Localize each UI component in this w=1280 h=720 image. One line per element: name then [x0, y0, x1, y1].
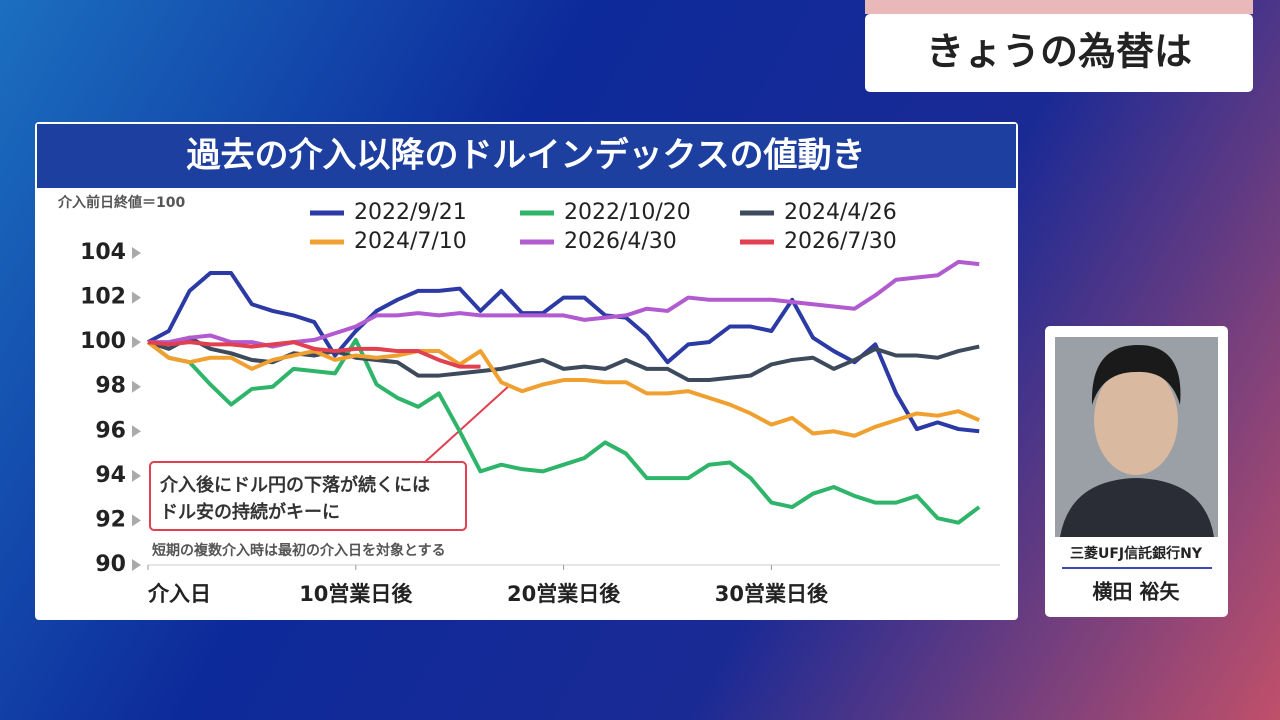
note: 短期の複数介入時は最初の介入日を対象とする: [152, 542, 446, 559]
y-tick-mark: [132, 291, 141, 304]
header-title: きょうの為替は: [926, 30, 1192, 74]
speaker-affiliation: 三菱UFJ信託銀行NY: [1070, 545, 1203, 562]
y-tick-mark: [132, 336, 141, 349]
y-tick-label: 104: [80, 240, 126, 265]
annotation-box: [149, 461, 467, 531]
y-tick-label: 102: [80, 285, 126, 310]
legend-label: 2022/9/21: [354, 200, 467, 225]
x-tick-label: 介入日: [147, 582, 211, 606]
y-tick-label: 90: [95, 552, 126, 577]
y-tick-label: 94: [95, 463, 126, 488]
legend-label: 2026/4/30: [564, 229, 677, 254]
y-tick-mark: [132, 247, 141, 259]
y-tick-mark: [132, 380, 141, 393]
chart-title: 過去の介入以降のドルインデックスの値動き: [187, 136, 866, 176]
y-tick-mark: [132, 559, 141, 571]
x-tick-label: 30営業日後: [715, 582, 829, 606]
y-tick-label: 98: [95, 374, 126, 399]
legend-label: 2024/4/26: [784, 200, 897, 225]
series-line: [147, 271, 980, 434]
series-line: [146, 337, 981, 525]
legend-label: 2026/7/30: [784, 229, 897, 254]
header-bar: [865, 0, 1253, 14]
speaker-face: [1094, 365, 1178, 475]
series-line: [146, 340, 981, 438]
x-tick-label: 10営業日後: [299, 582, 413, 606]
plot: 90 92 94 96 98 100 102 104 介入日 10営業日後 20営業日後 30営業日後…: [80, 200, 1000, 606]
header-box: [865, 14, 1253, 92]
speaker-name: 横田 裕矢: [1093, 580, 1181, 604]
speaker-hair: [1091, 345, 1181, 405]
annotation-pointer: [424, 384, 511, 463]
annotation-line: 介入後にドル円の下落が続くには: [159, 474, 430, 496]
annotation-line: ドル安の持続がキーに: [160, 501, 340, 523]
x-tick-label: 20営業日後: [507, 582, 621, 606]
series-line: [147, 340, 481, 369]
legend-label: 2022/10/20: [564, 200, 691, 225]
title-bar: [37, 124, 1016, 188]
legend-label: 2024/7/10: [354, 229, 467, 254]
y-label: 介入前日終値＝100: [57, 194, 185, 211]
speaker-suit: [1060, 478, 1214, 537]
y-tick-mark: [132, 514, 141, 527]
y-tick-mark: [132, 425, 141, 438]
y-tick-label: 100: [80, 329, 126, 354]
y-tick-mark: [132, 469, 141, 482]
y-tick-label: 92: [95, 507, 126, 532]
y-tick-label: 96: [95, 418, 126, 443]
